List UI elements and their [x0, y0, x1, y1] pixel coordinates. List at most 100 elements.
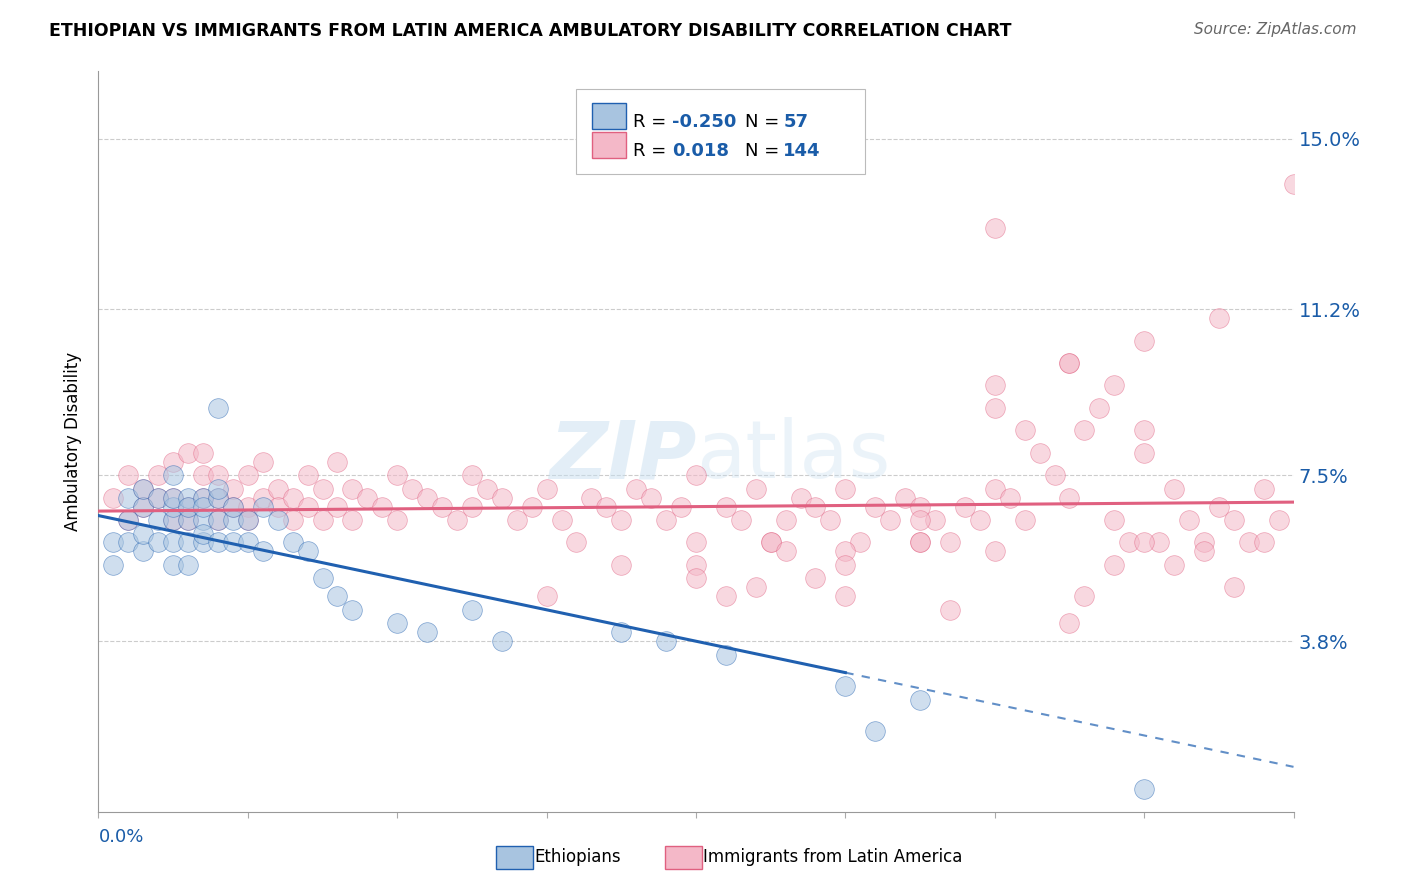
- Text: ETHIOPIAN VS IMMIGRANTS FROM LATIN AMERICA AMBULATORY DISABILITY CORRELATION CHA: ETHIOPIAN VS IMMIGRANTS FROM LATIN AMERI…: [49, 22, 1012, 40]
- Point: [191, 491, 214, 505]
- Point: [834, 558, 856, 572]
- Point: [745, 482, 768, 496]
- Point: [908, 513, 931, 527]
- Point: [879, 513, 901, 527]
- Point: [789, 491, 811, 505]
- Point: [804, 500, 827, 514]
- Point: [132, 500, 155, 514]
- Point: [162, 491, 184, 505]
- Point: [117, 513, 139, 527]
- Point: [430, 500, 453, 514]
- Point: [162, 513, 184, 527]
- Point: [1237, 535, 1260, 549]
- Point: [252, 455, 274, 469]
- Point: [730, 513, 752, 527]
- Point: [820, 513, 842, 527]
- Point: [984, 221, 1007, 235]
- Point: [103, 535, 125, 549]
- Point: [191, 468, 214, 483]
- Point: [148, 491, 170, 505]
- Point: [1282, 177, 1305, 191]
- Point: [491, 491, 513, 505]
- Point: [984, 482, 1007, 496]
- Y-axis label: Ambulatory Disability: Ambulatory Disability: [65, 352, 83, 531]
- Point: [1208, 311, 1230, 326]
- Point: [998, 491, 1021, 505]
- Point: [311, 571, 333, 585]
- Point: [207, 535, 229, 549]
- Point: [953, 500, 976, 514]
- Point: [461, 468, 484, 483]
- Point: [610, 513, 633, 527]
- Point: [461, 500, 484, 514]
- Point: [1223, 513, 1246, 527]
- Text: 0.018: 0.018: [672, 142, 730, 160]
- Point: [1133, 334, 1156, 348]
- Point: [342, 513, 364, 527]
- Point: [416, 625, 439, 640]
- Point: [297, 468, 319, 483]
- Point: [834, 679, 856, 693]
- Point: [191, 535, 214, 549]
- Point: [1253, 482, 1275, 496]
- Text: 144: 144: [783, 142, 821, 160]
- Point: [281, 513, 304, 527]
- Point: [536, 482, 558, 496]
- Point: [236, 513, 259, 527]
- Point: [385, 513, 409, 527]
- Point: [745, 580, 768, 594]
- Point: [685, 571, 707, 585]
- Point: [326, 590, 349, 604]
- Point: [207, 513, 229, 527]
- Point: [311, 513, 333, 527]
- Point: [1028, 446, 1050, 460]
- Point: [267, 500, 290, 514]
- Point: [311, 482, 333, 496]
- Point: [297, 500, 319, 514]
- Point: [103, 558, 125, 572]
- Point: [1147, 535, 1170, 549]
- Point: [626, 482, 648, 496]
- Text: N =: N =: [745, 142, 779, 160]
- Point: [162, 455, 184, 469]
- Point: [908, 692, 931, 706]
- Point: [356, 491, 378, 505]
- Point: [117, 468, 139, 483]
- Point: [162, 535, 184, 549]
- Point: [222, 500, 245, 514]
- Point: [207, 401, 229, 415]
- Point: [669, 500, 692, 514]
- Point: [267, 482, 290, 496]
- Point: [1267, 513, 1289, 527]
- Point: [416, 491, 439, 505]
- Point: [177, 558, 200, 572]
- Point: [236, 468, 259, 483]
- Point: [177, 513, 200, 527]
- Point: [207, 491, 229, 505]
- Point: [714, 648, 737, 662]
- Point: [536, 590, 558, 604]
- Point: [834, 544, 856, 558]
- Point: [984, 378, 1007, 392]
- Point: [461, 603, 484, 617]
- Point: [581, 491, 603, 505]
- Text: 57: 57: [783, 113, 808, 131]
- Point: [148, 535, 170, 549]
- Point: [162, 468, 184, 483]
- Point: [117, 513, 139, 527]
- Point: [326, 500, 349, 514]
- Point: [162, 513, 184, 527]
- Point: [550, 513, 572, 527]
- Point: [1104, 378, 1126, 392]
- Point: [849, 535, 872, 549]
- Point: [640, 491, 662, 505]
- Point: [371, 500, 394, 514]
- Point: [1059, 616, 1081, 631]
- Point: [1059, 356, 1081, 370]
- Point: [177, 446, 200, 460]
- Point: [1192, 544, 1215, 558]
- Point: [685, 558, 707, 572]
- Point: [191, 491, 214, 505]
- Text: R =: R =: [633, 113, 666, 131]
- Point: [714, 590, 737, 604]
